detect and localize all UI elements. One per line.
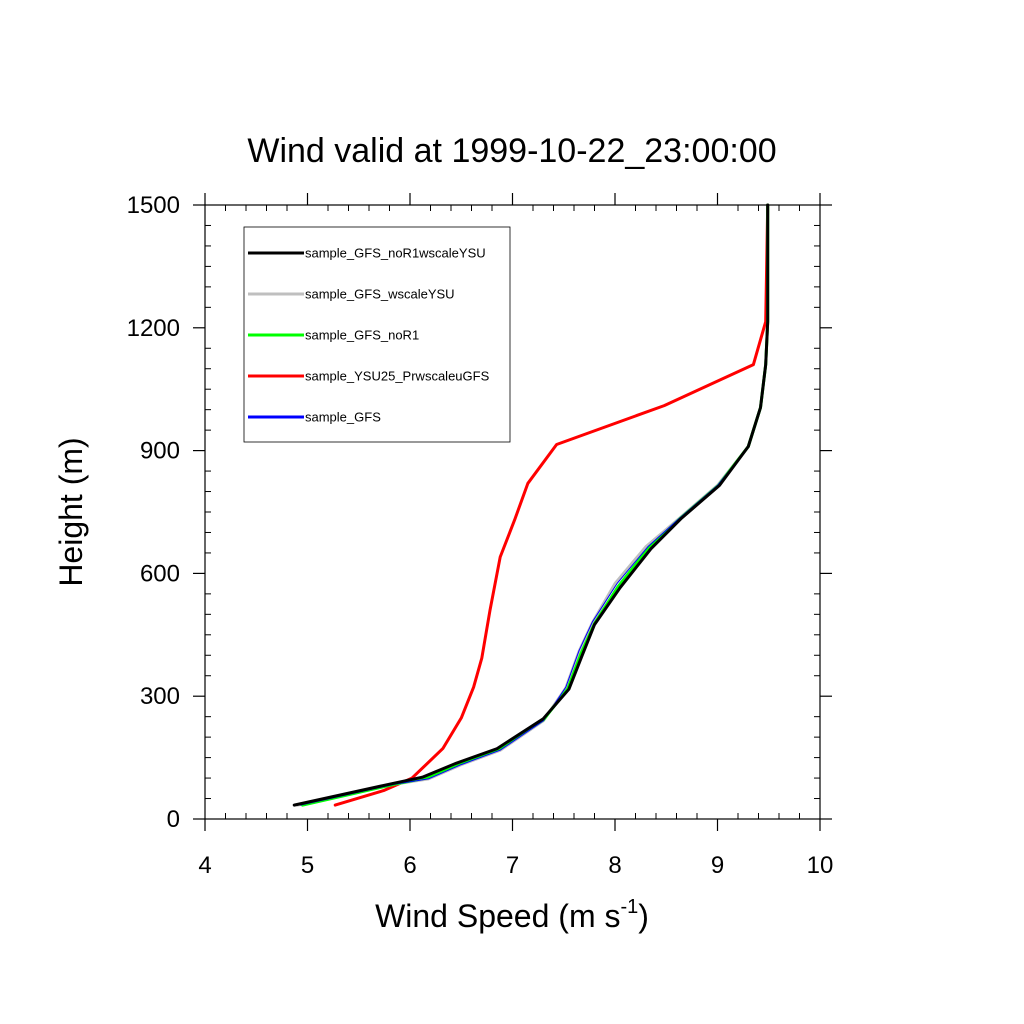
x-axis-title-superscript: -1 <box>620 896 638 918</box>
y-tick-label: 600 <box>140 560 180 587</box>
x-tick-label: 5 <box>301 852 314 879</box>
minor-ticks <box>205 205 820 819</box>
legend-label: sample_GFS_noR1 <box>305 328 419 343</box>
series-line-sample_GFS_noR1wscaleYSU <box>292 203 770 807</box>
x-tick-label: 4 <box>198 852 211 879</box>
x-axis-title-main: Wind Speed (m s <box>375 898 620 934</box>
y-tick-label: 1200 <box>127 315 180 342</box>
legend: sample_GFS_noR1wscaleYSU sample_GFS_wscal… <box>243 226 511 443</box>
y-tick-label: 1500 <box>127 192 180 219</box>
legend-label: sample_GFS <box>305 410 381 425</box>
y-axis-title: Height (m) <box>53 437 89 586</box>
y-tick-labels: 0 300 600 900 1200 1500 <box>127 192 180 833</box>
y-tick-label: 0 <box>167 806 180 833</box>
x-tick-label: 7 <box>506 852 519 879</box>
series-layer <box>292 203 770 807</box>
x-tick-label: 9 <box>711 852 724 879</box>
legend-label: sample_GFS_noR1wscaleYSU <box>305 246 486 261</box>
x-tick-label: 10 <box>807 852 834 879</box>
y-tick-label: 300 <box>140 683 180 710</box>
x-axis-title-close: ) <box>638 898 649 934</box>
plot-frame <box>204 204 821 820</box>
x-axis-title: Wind Speed (m s-1) <box>375 896 649 934</box>
x-tick-label: 6 <box>403 852 416 879</box>
chart-title: Wind valid at 1999-10-22_23:00:00 <box>247 132 776 170</box>
y-tick-label: 900 <box>140 438 180 465</box>
major-ticks <box>193 193 832 831</box>
x-tick-label: 8 <box>608 852 621 879</box>
series-line-sample_YSU25_PrwscaleuGFS <box>333 203 770 807</box>
legend-label: sample_GFS_wscaleYSU <box>305 287 455 302</box>
x-tick-labels: 4 5 6 7 8 9 10 <box>198 852 833 879</box>
legend-label: sample_YSU25_PrwscaleuGFS <box>305 369 490 384</box>
